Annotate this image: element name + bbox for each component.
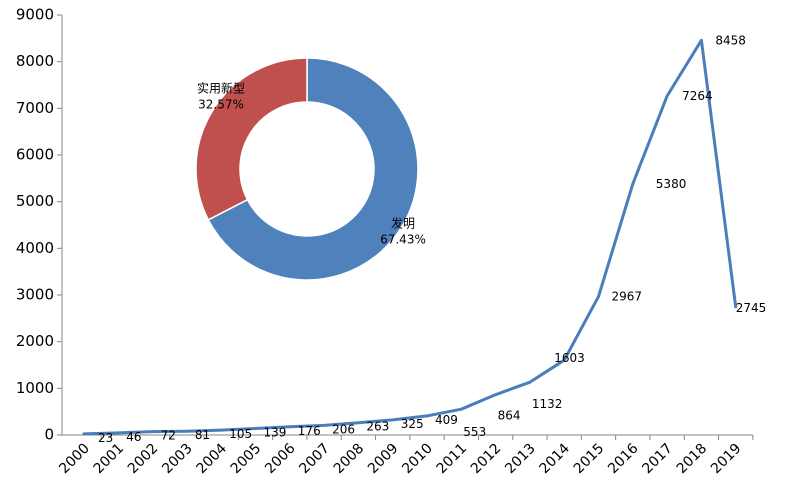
y-tick-label: 1000 (16, 379, 54, 397)
data-label: 23 (98, 431, 113, 445)
y-tick-label: 0 (44, 426, 54, 444)
x-tick-label: 2018 (674, 441, 711, 478)
y-tick-label: 5000 (16, 192, 54, 210)
data-label: 139 (264, 426, 287, 440)
data-label: 176 (298, 424, 321, 438)
donut-slice (207, 57, 419, 281)
data-label: 409 (435, 413, 458, 427)
x-tick-label: 2007 (296, 441, 333, 478)
x-tick-label: 2011 (434, 441, 471, 478)
data-label: 72 (161, 429, 176, 443)
y-tick-label: 9000 (16, 6, 54, 24)
x-tick-label: 2005 (228, 441, 265, 478)
data-label: 46 (126, 430, 141, 444)
data-label: 2967 (612, 290, 643, 304)
data-label: 8458 (715, 33, 746, 47)
x-tick-label: 2001 (91, 441, 128, 478)
x-tick-label: 2012 (468, 441, 505, 478)
data-label: 81 (195, 428, 210, 442)
donut-slice-label: 实用新型 (197, 81, 245, 96)
donut-slice-value: 67.43% (380, 232, 426, 246)
data-label: 864 (498, 409, 521, 423)
x-tick-label: 2008 (331, 441, 368, 478)
x-tick-label: 2019 (708, 441, 745, 478)
data-labels: 23 46 72 81 105 139 176 206 263 325 409 553 864 1132 1… (98, 33, 766, 445)
data-label: 7264 (682, 89, 713, 103)
data-label: 553 (463, 425, 486, 439)
x-tick-label: 2002 (125, 441, 162, 478)
y-tick-label: 8000 (16, 52, 54, 70)
y-tick-label: 2000 (16, 332, 54, 350)
donut-slice (195, 57, 308, 221)
x-tick-label: 2017 (639, 441, 676, 478)
x-tick-label: 2013 (502, 441, 539, 478)
data-label: 206 (332, 422, 355, 436)
x-tick-label: 2014 (537, 440, 574, 477)
donut-slice-value: 32.57% (198, 98, 244, 112)
x-tick-label: 2009 (365, 441, 402, 478)
y-tick-label: 7000 (16, 99, 54, 117)
data-label: 263 (366, 420, 389, 434)
series-line (82, 38, 738, 436)
line-series (82, 38, 738, 436)
donut-chart: 发明 67.43% 实用新型 32.57% (195, 57, 426, 281)
data-label: 105 (229, 427, 252, 441)
data-label: 5380 (656, 177, 687, 191)
data-label: 2745 (736, 301, 767, 315)
data-label: 1603 (554, 351, 585, 365)
x-tick-label: 2003 (159, 441, 196, 478)
donut-slice-label: 发明 (391, 215, 415, 230)
y-tick-label: 6000 (16, 146, 54, 164)
x-tick-label: 2000 (56, 441, 93, 478)
y-tick-label: 4000 (16, 239, 54, 257)
axes (57, 14, 754, 440)
x-tick-label: 2015 (571, 441, 608, 478)
x-tick-label: 2010 (399, 441, 436, 478)
x-tick-label: 2004 (194, 440, 231, 477)
x-tick-label: 2016 (605, 440, 642, 477)
x-tick-label: 2006 (262, 440, 299, 477)
data-label: 1132 (532, 397, 563, 411)
data-label: 325 (401, 417, 424, 431)
y-tick-label: 3000 (16, 286, 54, 304)
